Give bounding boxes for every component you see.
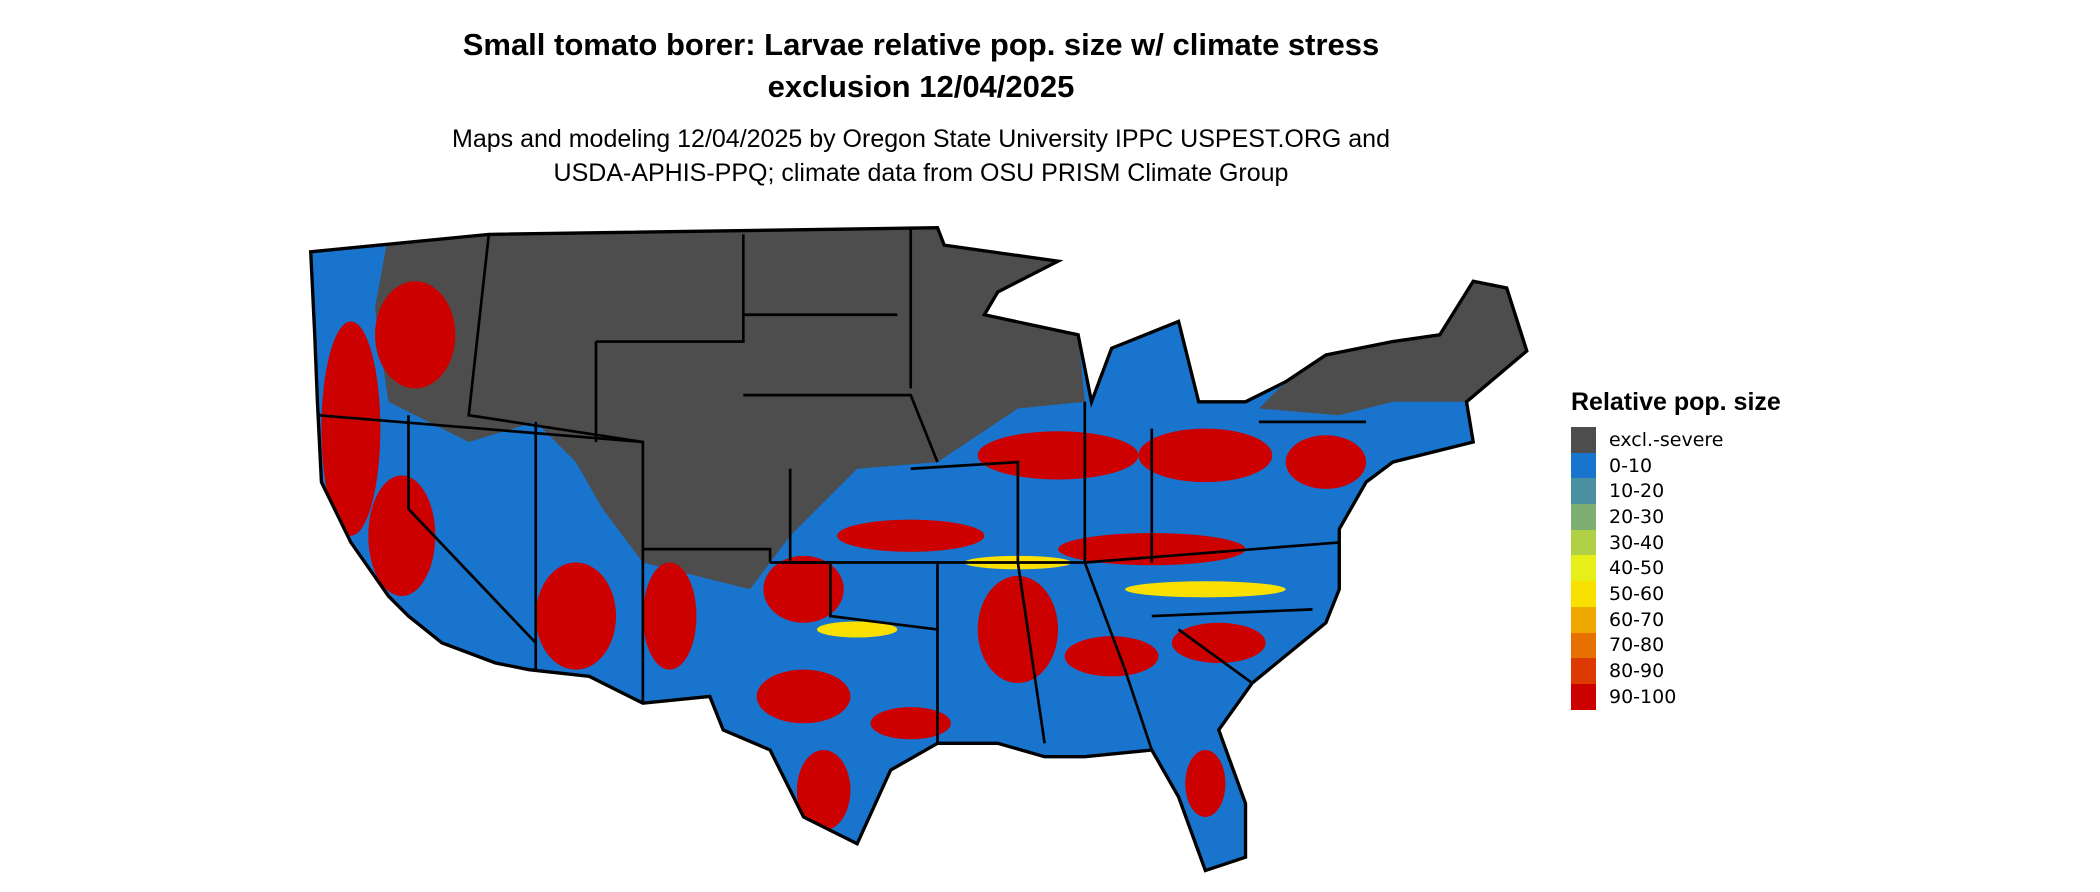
legend-swatch bbox=[1571, 658, 1596, 684]
region-excluded-northeast bbox=[1258, 281, 1527, 416]
legend-swatch bbox=[1571, 683, 1596, 710]
region-excluded bbox=[375, 227, 1085, 590]
legend-item: 10-20 bbox=[1571, 478, 1781, 505]
legend-swatch bbox=[1571, 555, 1596, 582]
map-subtitle-line-1: Maps and modeling 12/04/2025 by Oregon S… bbox=[452, 125, 1390, 153]
high-pop-areas bbox=[321, 281, 1367, 831]
state-borders bbox=[317, 227, 1367, 751]
legend-label: 50-60 bbox=[1609, 582, 1665, 605]
legend-item: 90-100 bbox=[1571, 683, 1781, 710]
legend-item: 50-60 bbox=[1571, 581, 1781, 607]
legend-swatch bbox=[1571, 581, 1596, 607]
legend-label: 0-10 bbox=[1609, 454, 1653, 477]
legend-label: 30-40 bbox=[1609, 531, 1665, 554]
legend-label: 40-50 bbox=[1609, 557, 1665, 580]
legend-label: 60-70 bbox=[1609, 608, 1665, 631]
legend-item: 40-50 bbox=[1571, 555, 1781, 582]
legend-swatch bbox=[1571, 427, 1596, 453]
legend-swatch bbox=[1571, 504, 1596, 530]
legend-item: 0-10 bbox=[1571, 452, 1781, 479]
legend-label: excl.-severe bbox=[1609, 428, 1724, 451]
legend-title: Relative pop. size bbox=[1571, 388, 1781, 416]
legend-swatch bbox=[1571, 606, 1596, 633]
legend-item: 70-80 bbox=[1571, 632, 1781, 659]
legend-label: 80-90 bbox=[1609, 660, 1665, 683]
legend-label: 10-20 bbox=[1609, 480, 1665, 503]
legend-swatch bbox=[1571, 452, 1596, 479]
legend-label: 70-80 bbox=[1609, 634, 1665, 657]
legend-item: 30-40 bbox=[1571, 529, 1781, 556]
map-title-line-2: exclusion 12/04/2025 bbox=[767, 69, 1075, 104]
legend-label: 20-30 bbox=[1609, 505, 1665, 528]
legend-swatch bbox=[1571, 478, 1596, 505]
legend: Relative pop. size excl.-severe 0-10 10-20… bbox=[1571, 388, 1781, 710]
legend-label: 90-100 bbox=[1609, 685, 1677, 708]
legend-swatch bbox=[1571, 529, 1596, 556]
legend-item: 60-70 bbox=[1571, 606, 1781, 633]
legend-item: 80-90 bbox=[1571, 658, 1781, 684]
legend-item: excl.-severe bbox=[1571, 427, 1781, 453]
map-subtitle-line-2: USDA-APHIS-PPQ; climate data from OSU PR… bbox=[553, 159, 1289, 187]
legend-swatch bbox=[1571, 632, 1596, 659]
map-title-line-1: Small tomato borer: Larvae relative pop.… bbox=[462, 27, 1380, 62]
legend-item: 20-30 bbox=[1571, 504, 1781, 530]
